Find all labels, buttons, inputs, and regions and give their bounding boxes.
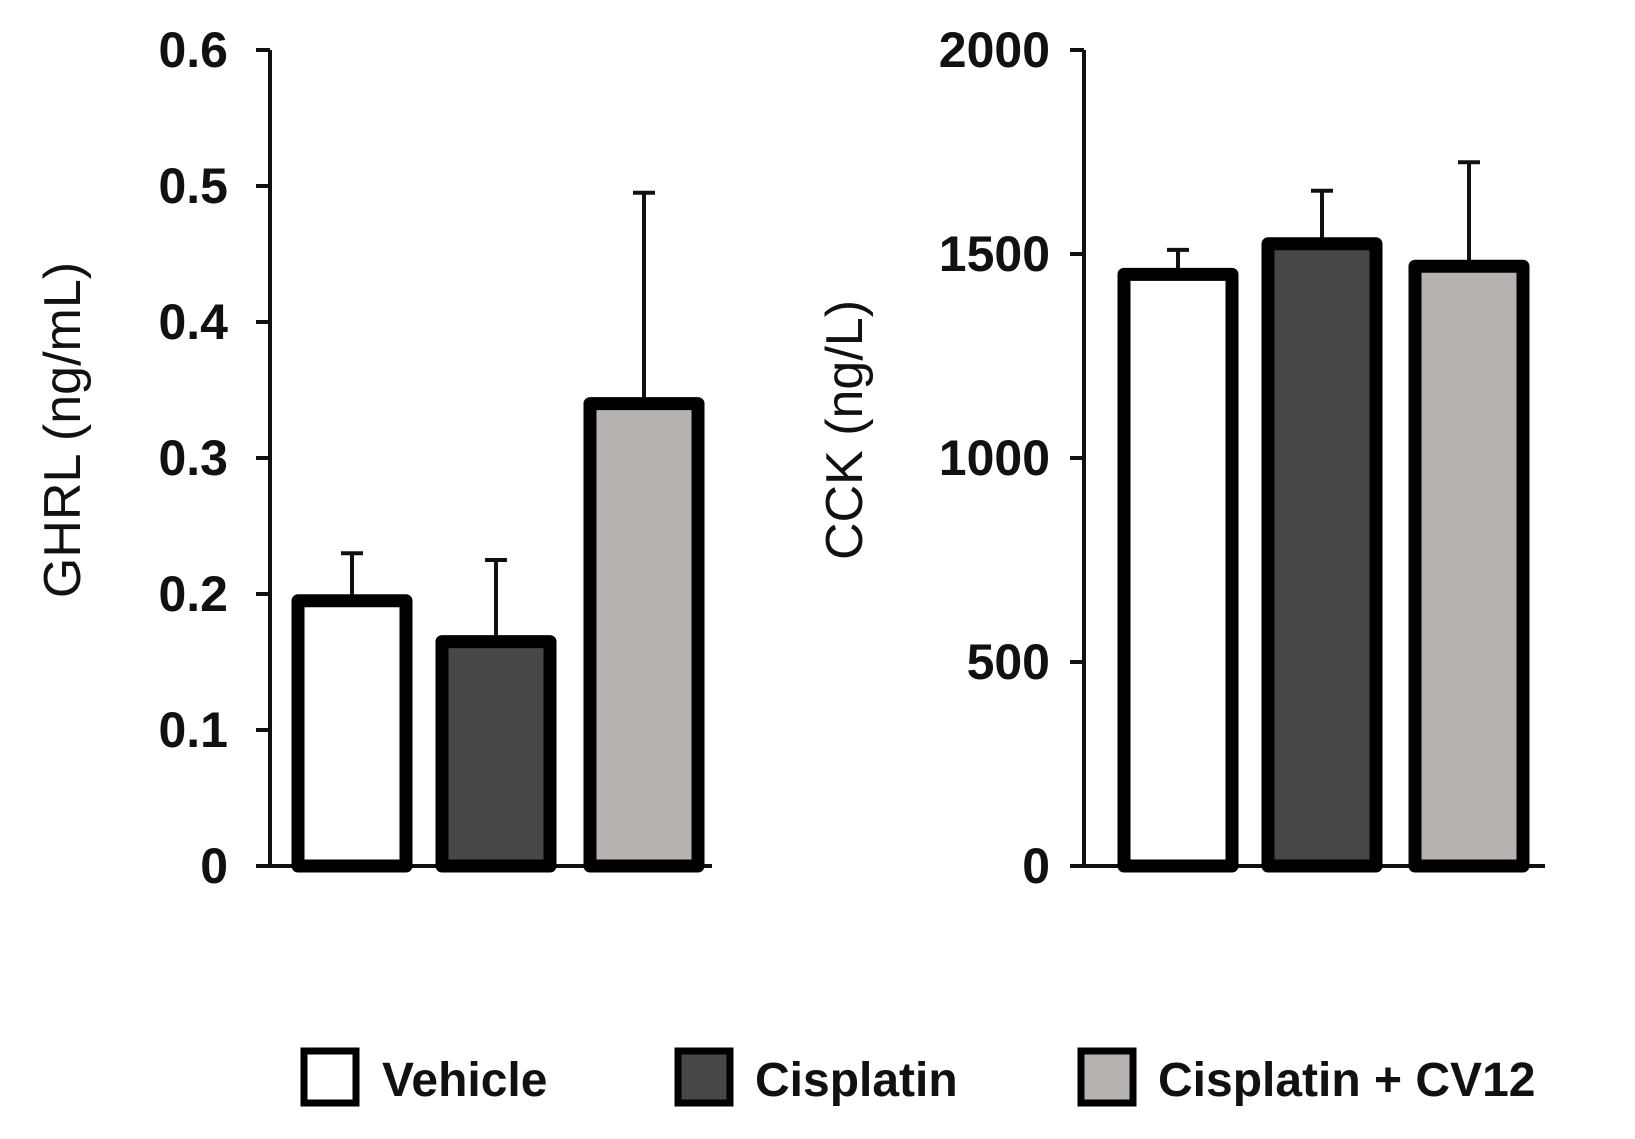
legend: Vehicle Cisplatin Cisplatin + CV12 bbox=[300, 1047, 1535, 1107]
ghrl-bar-cisplatin-cv12 bbox=[583, 397, 705, 873]
cck-y-tick-label: 0 bbox=[1022, 838, 1050, 894]
legend-label-cisplatin-cv12: Cisplatin + CV12 bbox=[1158, 1054, 1535, 1107]
cck-chart: 0 500 1000 1500 2000 CCK (ng/L) bbox=[816, 22, 1545, 894]
ghrl-y-tick-label: 0.2 bbox=[158, 566, 228, 622]
ghrl-bar-vehicle bbox=[291, 594, 413, 873]
legend-label-vehicle: Vehicle bbox=[382, 1054, 547, 1107]
cck-bar-cisplatin-cv12 bbox=[1408, 259, 1530, 873]
cck-y-tick-label: 1500 bbox=[939, 226, 1050, 282]
ghrl-y-tick-label: 0 bbox=[200, 838, 228, 894]
ghrl-y-axis-title: GHRL (ng/mL) bbox=[34, 262, 92, 598]
ghrl-y-tick-label: 0.5 bbox=[158, 158, 228, 214]
legend-swatch-cisplatin bbox=[674, 1047, 734, 1107]
cck-y-tick-label: 500 bbox=[967, 634, 1050, 690]
legend-swatch-cisplatin-cv12 bbox=[1077, 1047, 1137, 1107]
ghrl-y-tick-label: 0.6 bbox=[158, 22, 228, 78]
cck-y-tick-label: 1000 bbox=[939, 430, 1050, 486]
cck-bar-cisplatin bbox=[1261, 237, 1383, 873]
ghrl-y-tick-label: 0.3 bbox=[158, 430, 228, 486]
legend-swatch-vehicle bbox=[300, 1047, 360, 1107]
legend-label-cisplatin: Cisplatin bbox=[755, 1054, 958, 1107]
ghrl-y-tick-label: 0.4 bbox=[158, 294, 228, 350]
cck-y-tick-label: 2000 bbox=[939, 22, 1050, 78]
ghrl-bar-cisplatin bbox=[435, 635, 557, 873]
cck-bar-vehicle bbox=[1117, 267, 1239, 873]
cck-y-axis-title: CCK (ng/L) bbox=[816, 300, 874, 560]
ghrl-y-tick-label: 0.1 bbox=[158, 702, 228, 758]
ghrl-chart: 0 0.1 0.2 0.3 0.4 0.5 0.6 GHRL (ng/mL) bbox=[34, 22, 712, 894]
